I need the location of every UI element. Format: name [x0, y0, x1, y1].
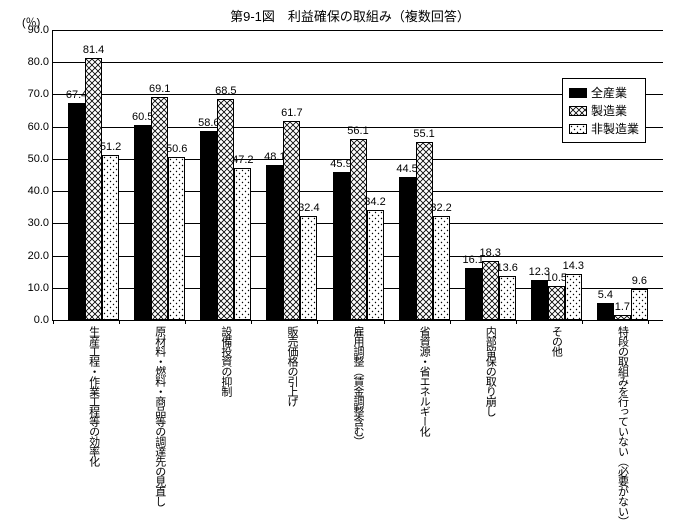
bar: [234, 168, 251, 320]
bar-value-label: 68.5: [211, 85, 241, 97]
y-tick-label: 20.0: [28, 250, 49, 262]
bar: [283, 121, 300, 320]
bar-value-label: 61.7: [277, 107, 307, 119]
plot-area: 0.010.020.030.040.050.060.070.080.090.06…: [52, 30, 663, 321]
bar-value-label: 47.2: [228, 154, 258, 166]
bar: [433, 216, 450, 320]
bar: [85, 58, 102, 320]
bar: [350, 139, 367, 320]
bar-value-label: 32.2: [426, 202, 456, 214]
legend-swatch: [569, 124, 587, 134]
category-label: その他: [550, 326, 562, 356]
bar: [531, 280, 548, 320]
chart-title: 第9-1図 利益確保の取組み（複数回答）: [0, 6, 700, 25]
bar-value-label: 51.2: [96, 141, 126, 153]
y-tick-label: 30.0: [28, 217, 49, 229]
bar: [499, 276, 516, 320]
category-label: 内部留保の取り崩し: [484, 326, 496, 416]
bar: [168, 157, 185, 320]
legend-item: 非製造業: [569, 120, 639, 137]
bar-value-label: 50.6: [162, 143, 192, 155]
bar: [631, 289, 648, 320]
y-tick-label: 50.0: [28, 153, 49, 165]
bar: [151, 97, 168, 320]
chart-container: 第9-1図 利益確保の取組み（複数回答） (％) 0.010.020.030.0…: [0, 0, 700, 525]
bar: [102, 155, 119, 320]
category-label: 省資源・省エネルギー化: [418, 326, 430, 436]
legend-label: 全産業: [591, 84, 627, 101]
legend-swatch: [569, 88, 587, 98]
category-label: 生産工程・作業工程等の効率化: [88, 326, 100, 466]
bar: [333, 172, 350, 320]
bar: [266, 165, 283, 320]
bar: [300, 216, 317, 320]
bar-value-label: 13.6: [492, 262, 522, 274]
bar: [548, 286, 565, 320]
bar: [68, 103, 85, 320]
bar: [200, 131, 217, 320]
y-tick-label: 0.0: [34, 314, 49, 326]
bar: [217, 99, 234, 320]
y-tick-label: 60.0: [28, 121, 49, 133]
bar: [134, 125, 151, 320]
bar-value-label: 32.4: [294, 202, 324, 214]
y-tick-label: 70.0: [28, 88, 49, 100]
bar: [399, 177, 416, 320]
bar-value-label: 5.4: [590, 289, 620, 301]
y-tick-label: 90.0: [28, 24, 49, 36]
bar-value-label: 9.6: [624, 275, 654, 287]
y-tick-label: 80.0: [28, 56, 49, 68]
y-tick-label: 40.0: [28, 185, 49, 197]
bar-value-label: 55.1: [409, 128, 439, 140]
legend-swatch: [569, 106, 587, 116]
bar-value-label: 34.2: [360, 196, 390, 208]
bar-value-label: 81.4: [79, 44, 109, 56]
bar: [565, 274, 582, 320]
legend-label: 製造業: [591, 102, 627, 119]
y-tick-label: 10.0: [28, 282, 49, 294]
bar: [614, 315, 631, 320]
bar-value-label: 56.1: [343, 125, 373, 137]
bar: [367, 210, 384, 320]
category-label: 雇用調整（賃金調整含む）: [352, 326, 364, 446]
category-label: 販売価格の引上げ: [286, 326, 298, 406]
category-label: 原材料・燃料・商品等の調達先の見直し: [154, 326, 166, 506]
bar: [465, 268, 482, 320]
legend-item: 全産業: [569, 84, 639, 101]
bar-value-label: 14.3: [558, 260, 588, 272]
legend-label: 非製造業: [591, 120, 639, 137]
legend: 全産業製造業非製造業: [562, 78, 646, 143]
category-label: 特段の取組みを行っていない（必要がない）: [616, 326, 628, 526]
bar-value-label: 69.1: [145, 83, 175, 95]
bar-value-label: 18.3: [475, 247, 505, 259]
category-label: 設備投資の抑制: [220, 326, 232, 396]
legend-item: 製造業: [569, 102, 639, 119]
bar: [416, 142, 433, 320]
